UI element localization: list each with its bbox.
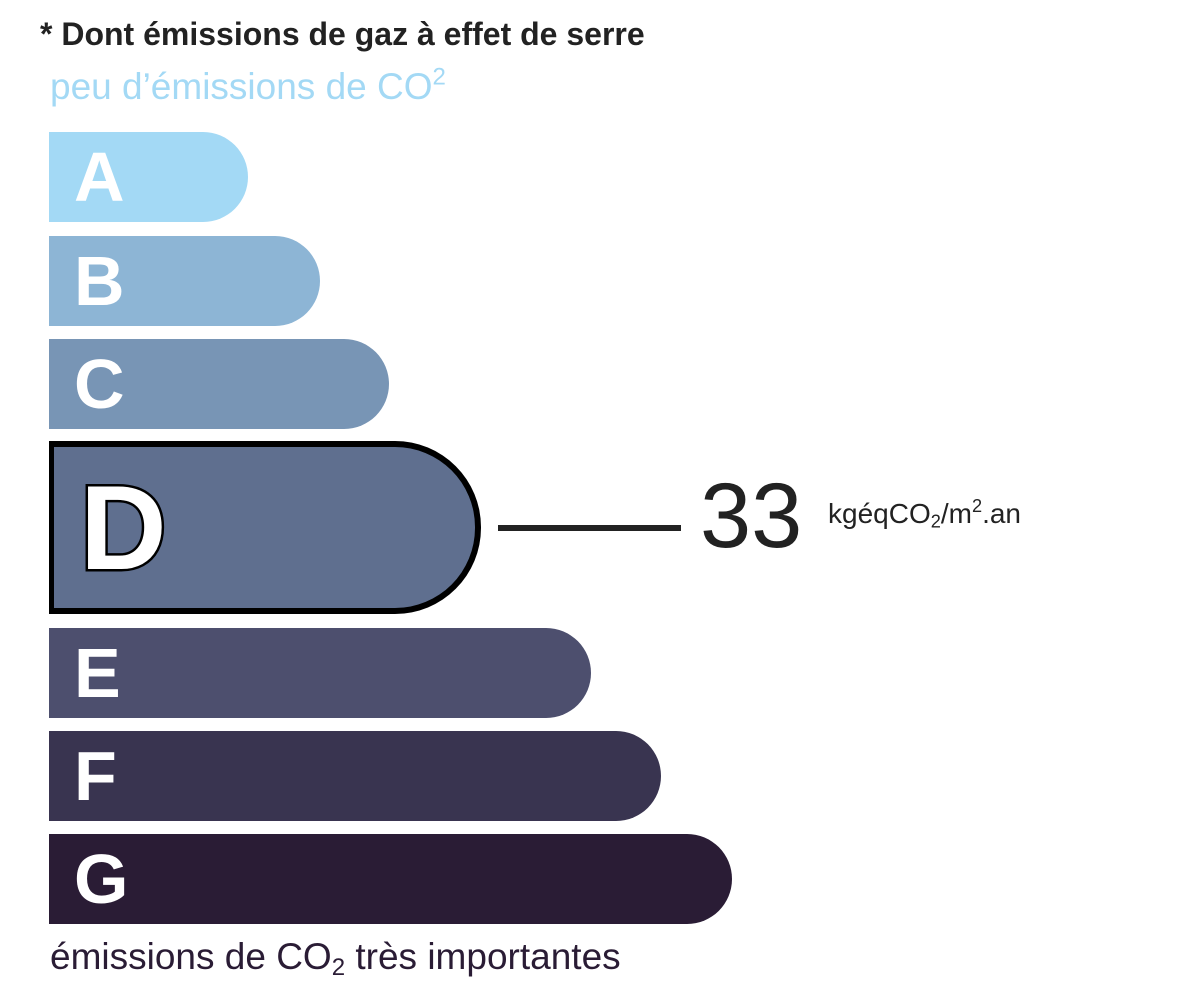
unit-part: /m — [940, 498, 972, 529]
emission-unit: kgéqCO2/m2.an — [828, 496, 1022, 532]
class-bar-g: G — [49, 834, 732, 924]
high-emissions-text-rest: très importantes — [345, 936, 621, 977]
class-bar-f: F — [49, 731, 661, 821]
class-letter: C — [74, 345, 125, 423]
low-emissions-label: peu d’émissions de CO2 — [50, 63, 446, 108]
emission-value: 33 — [700, 465, 803, 567]
class-bar-c: C — [49, 339, 389, 429]
class-letter: G — [74, 840, 129, 918]
unit-part: .an — [982, 498, 1022, 529]
superscript: 2 — [432, 63, 446, 91]
class-letter: F — [74, 737, 117, 815]
class-bar-b: B — [49, 236, 320, 326]
indicator-line — [498, 525, 681, 531]
title: * Dont émissions de gaz à effet de serre — [40, 16, 645, 52]
class-bar-a: A — [49, 132, 248, 222]
high-emissions-text: émissions de CO — [50, 936, 332, 977]
unit-sup: 2 — [971, 496, 983, 517]
low-emissions-text: peu d’émissions de CO — [50, 66, 433, 107]
class-letter: A — [74, 138, 125, 216]
unit-part: kgéqCO — [828, 498, 931, 529]
unit-sub: 2 — [930, 511, 941, 532]
class-letter: E — [74, 634, 121, 712]
subscript: 2 — [331, 954, 346, 981]
class-letter: D — [78, 461, 170, 596]
class-bar-e: E — [49, 628, 591, 718]
class-letter: B — [74, 242, 125, 320]
class-bar-d: D — [49, 441, 481, 614]
high-emissions-label: émissions de CO2 très importantes — [50, 936, 621, 981]
